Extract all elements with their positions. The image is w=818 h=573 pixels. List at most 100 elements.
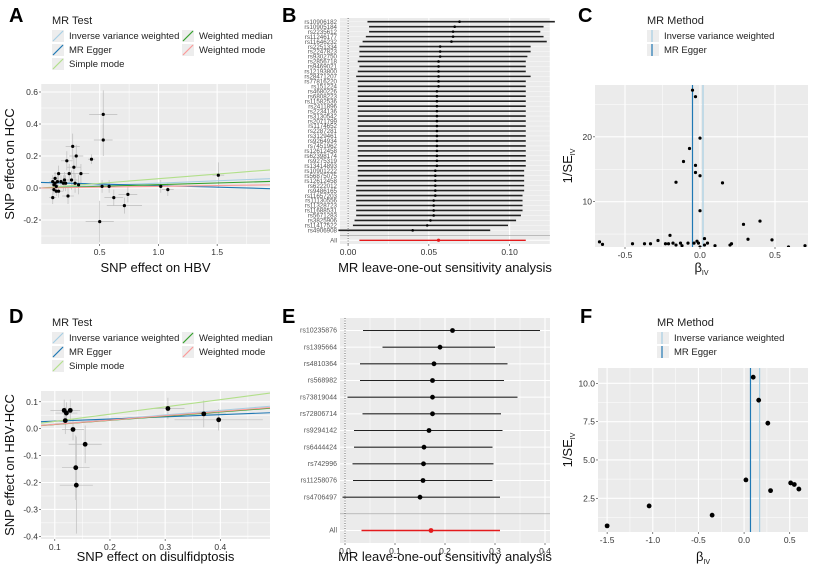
legend-item: Simple mode <box>52 58 124 70</box>
y-axis-title: 1/SEIV <box>560 432 577 467</box>
x-tick-label: -1.5 <box>600 535 615 545</box>
snp-label: rs11246177 <box>305 34 338 41</box>
point-estimate <box>438 45 442 48</box>
snp-label: rs13414893 <box>304 163 337 170</box>
point-estimate <box>435 154 439 158</box>
x-tick-label: 0.10 <box>501 247 518 257</box>
snp-label: rs7451962 <box>308 143 338 150</box>
point-estimate <box>435 129 439 133</box>
legend-key-line <box>52 44 64 56</box>
point-estimate <box>425 224 429 227</box>
x-tick-label: 0.2 <box>104 542 116 552</box>
data-point <box>79 172 83 176</box>
data-point <box>55 180 60 184</box>
data-point <box>57 172 61 176</box>
snp-label: rs1174652 <box>308 123 337 130</box>
x-tick-label: 0.5 <box>784 535 796 545</box>
data-point <box>66 194 70 198</box>
data-point <box>72 165 76 169</box>
snp-label: rs12193800 <box>304 69 337 76</box>
snp-label: rs10905184 <box>304 24 337 31</box>
y-tick-label: 2.5 <box>583 493 595 503</box>
point-estimate <box>438 55 442 58</box>
legend-item: Inverse variance weighted <box>647 30 774 42</box>
x-tick-label: -0.5 <box>618 250 633 260</box>
x-tick-label: 0.05 <box>421 247 438 257</box>
data-point <box>101 112 105 116</box>
x-axis-title: MR leave-one-out sensitivity analysis <box>338 549 552 564</box>
overall-label: All <box>330 237 337 244</box>
point-estimate <box>434 179 437 182</box>
point-estimate <box>450 328 455 333</box>
panel-letter-a: A <box>9 5 24 27</box>
snp-label: rs2071799 <box>308 118 338 125</box>
y-tick-label: 0.0 <box>26 424 38 434</box>
y-tick-label: -0.1 <box>23 451 38 461</box>
data-point <box>630 242 635 246</box>
legend-key-line <box>52 360 64 372</box>
data-point <box>76 183 81 187</box>
data-point <box>62 418 68 423</box>
data-point <box>100 184 104 188</box>
snp-label: rs11328723 <box>305 203 338 210</box>
snp-label: rs2287281 <box>308 128 338 135</box>
snp-label: rs2247823 <box>308 49 338 56</box>
y-tick-label: -0.2 <box>23 477 38 487</box>
point-estimate <box>435 114 439 118</box>
y-tick-label: 7.5 <box>583 417 595 427</box>
data-point <box>713 244 717 247</box>
regression-line <box>41 392 270 424</box>
point-estimate <box>437 65 440 68</box>
point-estimate <box>432 199 435 202</box>
x-tick-label: 0.3 <box>159 542 171 552</box>
x-tick-label: -1.0 <box>645 535 660 545</box>
x-tick-label: 0.5 <box>769 250 781 260</box>
data-point <box>750 374 756 380</box>
point-estimate <box>437 75 440 78</box>
data-point <box>646 503 652 509</box>
y-tick-label: -0.4 <box>23 531 38 541</box>
legend-key-line <box>52 30 64 42</box>
panel-letter-e: E <box>282 306 296 328</box>
snp-label: rs11688531 <box>305 208 338 215</box>
x-tick-label: 0.3 <box>489 546 501 556</box>
point-estimate <box>435 149 439 153</box>
legend-label: MR Egger <box>664 45 707 56</box>
snp-label: rs4906908 <box>308 228 338 235</box>
panel-letter-c: C <box>578 5 593 27</box>
snp-label: rs3825906 <box>308 218 338 225</box>
x-axis-title: βIV <box>694 260 708 277</box>
data-point <box>59 180 63 184</box>
data-point <box>89 157 94 161</box>
data-point <box>678 241 683 245</box>
data-point <box>690 88 695 92</box>
snp-label: rs77816220 <box>304 79 337 86</box>
snp-label: rs11646232 <box>305 39 338 46</box>
plot-background-a <box>41 84 270 244</box>
data-point <box>73 181 77 185</box>
snp-label: rs5671283 <box>308 213 338 220</box>
data-point <box>122 204 126 208</box>
data-point <box>73 465 79 471</box>
snp-label: rs4680226 <box>308 88 338 95</box>
regression-line <box>41 407 270 426</box>
data-point <box>768 488 773 494</box>
point-estimate <box>430 394 435 400</box>
legend-key-line <box>52 346 64 358</box>
data-point <box>788 480 794 486</box>
legend-key-line <box>52 58 64 70</box>
data-point <box>65 159 69 163</box>
point-estimate <box>435 164 439 168</box>
point-estimate <box>432 209 435 212</box>
point-estimate <box>434 184 437 187</box>
point-estimate <box>430 411 435 417</box>
overall-label: All <box>329 528 337 535</box>
snp-label: rs11130556 <box>305 198 337 205</box>
data-point <box>67 407 73 413</box>
panel-letter-d: D <box>9 306 24 328</box>
legend: MR Test Inverse variance weighted MR Egger… <box>52 15 273 70</box>
data-point <box>746 237 750 241</box>
data-point <box>73 482 79 488</box>
snp-label: rs1395664 <box>304 344 337 351</box>
data-point <box>741 222 746 226</box>
